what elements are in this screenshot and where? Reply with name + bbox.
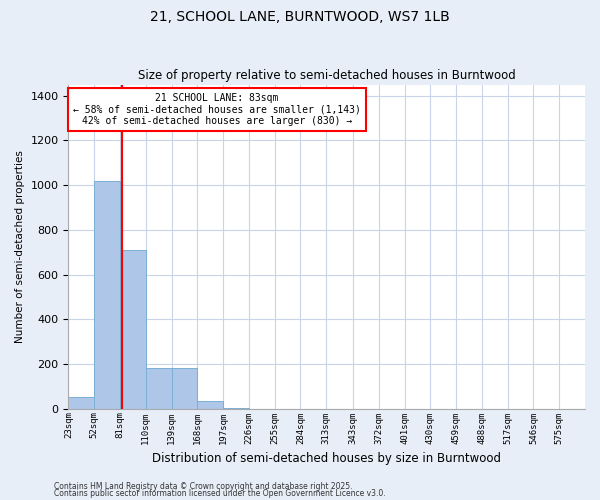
Text: Contains HM Land Registry data © Crown copyright and database right 2025.: Contains HM Land Registry data © Crown c… (54, 482, 353, 491)
Text: 21 SCHOOL LANE: 83sqm
← 58% of semi-detached houses are smaller (1,143)
42% of s: 21 SCHOOL LANE: 83sqm ← 58% of semi-deta… (73, 92, 361, 126)
Bar (146, 368, 172, 408)
Text: Contains public sector information licensed under the Open Government Licence v3: Contains public sector information licen… (54, 489, 386, 498)
Y-axis label: Number of semi-detached properties: Number of semi-detached properties (15, 150, 25, 343)
Bar (197, 401, 223, 408)
Text: 21, SCHOOL LANE, BURNTWOOD, WS7 1LB: 21, SCHOOL LANE, BURNTWOOD, WS7 1LB (150, 10, 450, 24)
Title: Size of property relative to semi-detached houses in Burntwood: Size of property relative to semi-detach… (138, 69, 515, 82)
Bar (172, 368, 197, 408)
Bar (120, 250, 146, 408)
Bar (94, 180, 120, 408)
X-axis label: Distribution of semi-detached houses by size in Burntwood: Distribution of semi-detached houses by … (152, 452, 501, 465)
Bar (68, 398, 94, 408)
